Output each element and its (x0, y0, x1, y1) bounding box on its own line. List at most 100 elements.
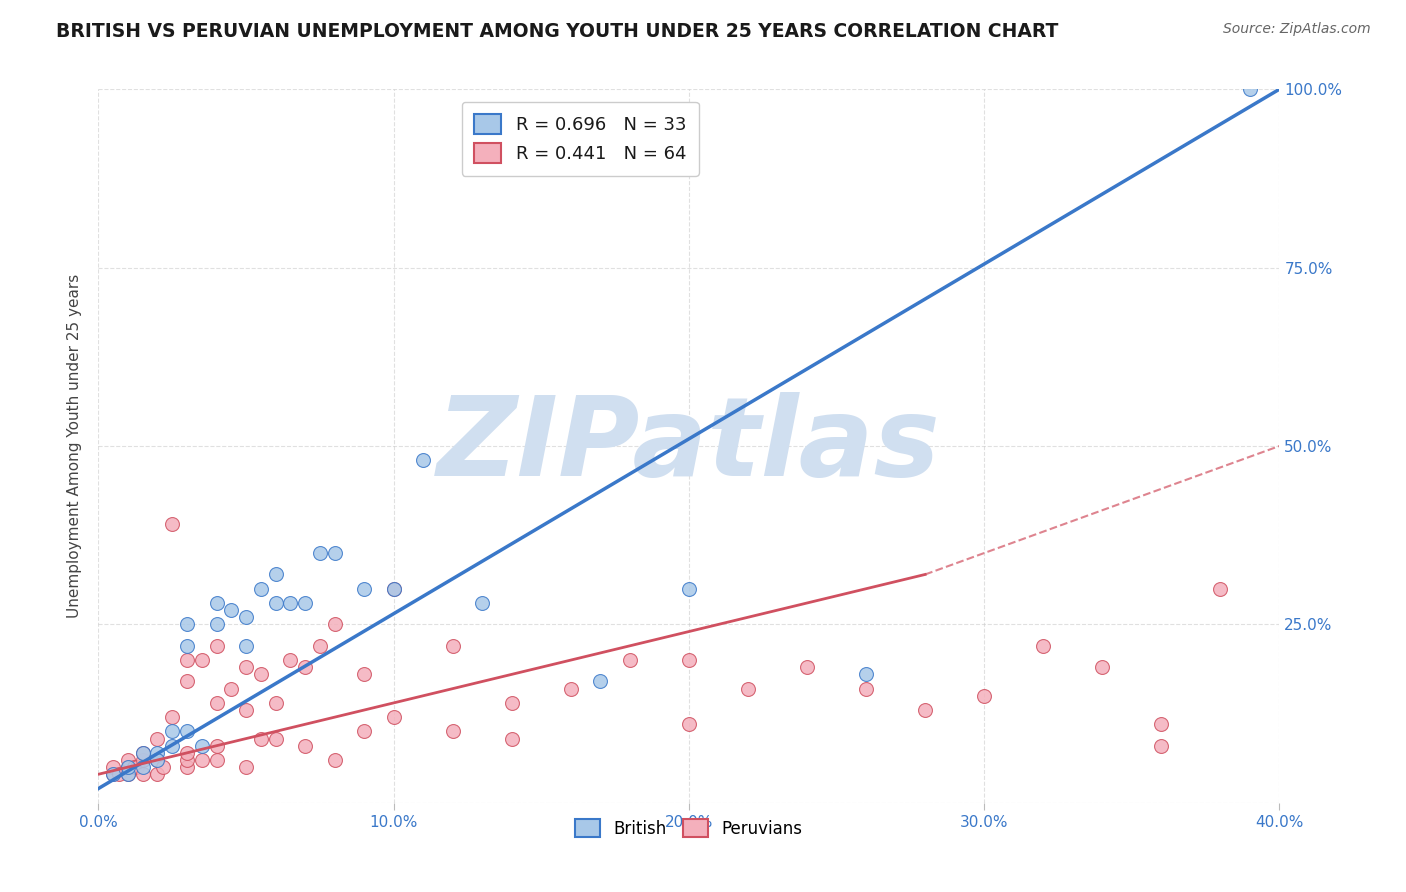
Y-axis label: Unemployment Among Youth under 25 years: Unemployment Among Youth under 25 years (67, 274, 83, 618)
Point (221, 681, 243, 696)
Point (264, 731, 287, 746)
Point (146, 753, 169, 767)
Point (294, 739, 316, 753)
Point (235, 760, 257, 774)
Point (589, 674, 612, 689)
Point (353, 724, 375, 739)
Point (1150, 739, 1173, 753)
Point (1032, 639, 1054, 653)
Point (125, 760, 148, 774)
Point (176, 653, 198, 667)
Point (382, 710, 405, 724)
Point (235, 610, 257, 624)
Point (264, 596, 287, 610)
Point (309, 546, 332, 560)
Point (294, 660, 316, 674)
Point (678, 717, 700, 731)
Point (108, 767, 131, 781)
Point (162, 739, 183, 753)
Point (205, 696, 228, 710)
Point (678, 653, 700, 667)
Point (1150, 717, 1173, 731)
Point (501, 731, 523, 746)
Text: BRITISH VS PERUVIAN UNEMPLOYMENT AMONG YOUTH UNDER 25 YEARS CORRELATION CHART: BRITISH VS PERUVIAN UNEMPLOYMENT AMONG Y… (56, 22, 1059, 41)
Point (117, 760, 139, 774)
Point (205, 617, 228, 632)
Point (441, 724, 464, 739)
Point (353, 667, 375, 681)
Point (205, 753, 228, 767)
Point (117, 767, 139, 781)
Point (235, 639, 257, 653)
Point (737, 681, 759, 696)
Point (176, 617, 198, 632)
Point (117, 767, 139, 781)
Point (382, 582, 405, 596)
Point (162, 517, 183, 532)
Point (235, 660, 257, 674)
Point (176, 639, 198, 653)
Point (855, 681, 877, 696)
Point (176, 674, 198, 689)
Point (176, 724, 198, 739)
Point (501, 696, 523, 710)
Point (132, 746, 155, 760)
Point (382, 582, 405, 596)
Point (176, 760, 198, 774)
Point (103, 767, 125, 781)
Point (250, 731, 273, 746)
Point (294, 596, 316, 610)
Point (855, 667, 877, 681)
Point (1209, 582, 1232, 596)
Point (309, 639, 332, 653)
Point (122, 760, 145, 774)
Point (191, 753, 214, 767)
Point (205, 596, 228, 610)
Point (152, 760, 174, 774)
Point (250, 582, 273, 596)
Point (678, 582, 700, 596)
Point (235, 703, 257, 717)
Point (914, 703, 936, 717)
Point (264, 567, 287, 582)
Point (162, 724, 183, 739)
Text: Source: ZipAtlas.com: Source: ZipAtlas.com (1223, 22, 1371, 37)
Point (1239, 82, 1261, 96)
Point (205, 739, 228, 753)
Point (250, 667, 273, 681)
Point (264, 696, 287, 710)
Point (162, 710, 183, 724)
Point (103, 767, 125, 781)
Point (146, 753, 169, 767)
Point (146, 746, 169, 760)
Point (191, 739, 214, 753)
Point (132, 753, 155, 767)
Point (323, 753, 346, 767)
Point (146, 731, 169, 746)
Point (117, 753, 139, 767)
Point (353, 582, 375, 596)
Point (323, 617, 346, 632)
Point (471, 596, 494, 610)
Point (132, 760, 155, 774)
Point (176, 746, 198, 760)
Point (1091, 660, 1114, 674)
Point (323, 546, 346, 560)
Point (796, 660, 818, 674)
Point (117, 760, 139, 774)
Point (441, 639, 464, 653)
Point (560, 681, 582, 696)
Legend: British, Peruvians: British, Peruvians (568, 813, 810, 845)
Point (103, 760, 125, 774)
Point (280, 653, 302, 667)
Point (132, 767, 155, 781)
Point (205, 639, 228, 653)
Point (412, 453, 434, 467)
Point (221, 603, 243, 617)
Point (176, 753, 198, 767)
Point (619, 653, 641, 667)
Point (146, 767, 169, 781)
Point (280, 596, 302, 610)
Point (973, 689, 995, 703)
Point (132, 746, 155, 760)
